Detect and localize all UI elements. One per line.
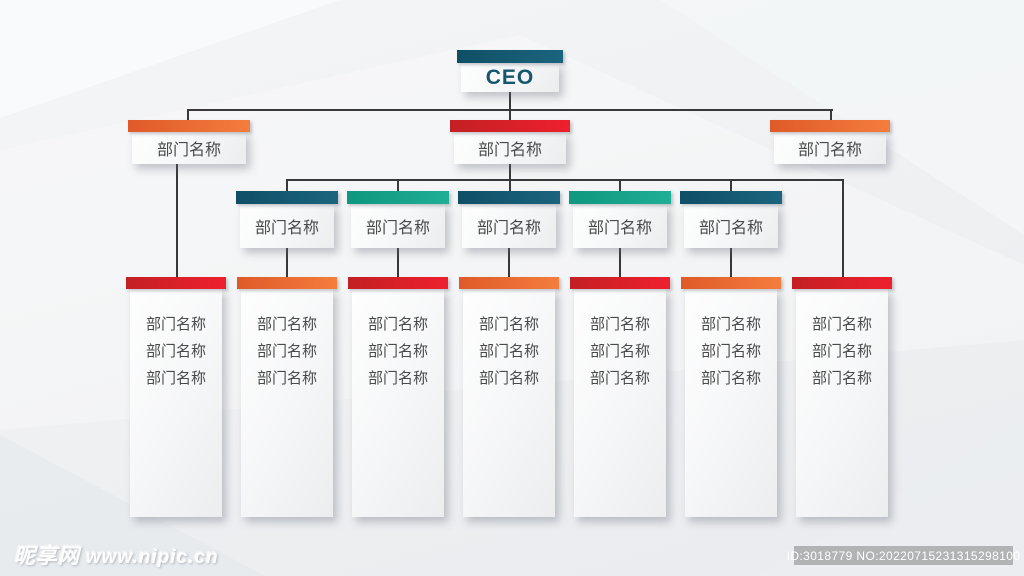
- dept-name-label: 部门名称: [145, 370, 206, 387]
- dept-node-l4-7: 部门名称 部门名称 部门名称: [792, 277, 892, 517]
- dept-name-label: 部门名称: [256, 316, 317, 333]
- node-header-bar: [457, 50, 563, 63]
- dept-name-label: 部门名称: [700, 316, 761, 333]
- dept-name-label: 部门名称: [797, 142, 862, 159]
- dept-name-label: 部门名称: [698, 220, 763, 237]
- dept-node-l4-6: 部门名称 部门名称 部门名称: [681, 277, 781, 517]
- dept-node-l3-3: 部门名称: [458, 191, 560, 248]
- dept-name-label: 部门名称: [587, 220, 652, 237]
- connector-level3-drop-1: [286, 179, 288, 191]
- dept-node-l4-2: 部门名称 部门名称 部门名称: [237, 277, 337, 517]
- dept-name-label: 部门名称: [145, 343, 206, 360]
- ceo-label: CEO: [485, 65, 535, 89]
- dept-name-label: 部门名称: [367, 316, 428, 333]
- node-header-bar: [126, 277, 226, 289]
- dept-name-label: 部门名称: [478, 343, 539, 360]
- dept-name-label: 部门名称: [811, 343, 872, 360]
- dept-name-label: 部门名称: [365, 220, 430, 237]
- dept-node-l3-4: 部门名称: [569, 191, 671, 248]
- image-id-text: ID:3018779 NO:20220715231315298100: [786, 548, 1021, 563]
- nipic-logo-text: 昵享网: [14, 545, 80, 568]
- node-header-bar: [237, 277, 337, 289]
- connector-level4-drop-6: [730, 248, 732, 277]
- dept-name-label: 部门名称: [811, 370, 872, 387]
- dept-node-l3-2: 部门名称: [347, 191, 449, 248]
- connector-level4-drop-5: [619, 248, 621, 277]
- ceo-node: CEO: [457, 50, 563, 92]
- node-header-bar: [680, 191, 782, 204]
- node-header-bar: [792, 277, 892, 289]
- connector-level3-drop-2: [397, 179, 399, 191]
- dept-name-label: 部门名称: [156, 142, 221, 159]
- dept-name-label: 部门名称: [700, 370, 761, 387]
- node-header-bar: [459, 277, 559, 289]
- dept-node-l4-4: 部门名称 部门名称 部门名称: [459, 277, 559, 517]
- dept-node-l4-1: 部门名称 部门名称 部门名称: [126, 277, 226, 517]
- nipic-watermark: 昵享网 www.nipic.cn: [14, 540, 219, 570]
- node-header-bar: [770, 120, 890, 132]
- connector-level3-drop-5: [730, 179, 732, 191]
- dept-node-l2-3: 部门名称: [770, 120, 890, 164]
- dept-node-l4-3: 部门名称 部门名称 部门名称: [348, 277, 448, 517]
- dept-name-label: 部门名称: [589, 316, 650, 333]
- connector-level2-bus: [188, 109, 833, 111]
- nipic-url-text: www.nipic.cn: [86, 547, 219, 568]
- dept-node-l2-2: 部门名称: [450, 120, 570, 164]
- dept-name-label: 部门名称: [589, 343, 650, 360]
- dept-name-label: 部门名称: [256, 343, 317, 360]
- dept-name-label: 部门名称: [476, 220, 541, 237]
- connector-level4-drop-3: [397, 248, 399, 277]
- node-header-bar: [236, 191, 338, 204]
- connector-level2-right-drop: [830, 109, 832, 120]
- node-header-bar: [569, 191, 671, 204]
- node-header-bar: [458, 191, 560, 204]
- connector-center-down: [509, 163, 511, 191]
- dept-name-label: 部门名称: [367, 343, 428, 360]
- dept-name-label: 部门名称: [811, 316, 872, 333]
- dept-node-l3-5: 部门名称: [680, 191, 782, 248]
- connector-level3-bus: [287, 179, 844, 181]
- connector-level4-drop-4: [508, 248, 510, 277]
- dept-node-l3-1: 部门名称: [236, 191, 338, 248]
- node-header-bar: [347, 191, 449, 204]
- dept-name-label: 部门名称: [254, 220, 319, 237]
- node-header-bar: [450, 120, 570, 132]
- dept-name-label: 部门名称: [478, 370, 539, 387]
- dept-node-l4-5: 部门名称 部门名称 部门名称: [570, 277, 670, 517]
- dept-name-label: 部门名称: [145, 316, 206, 333]
- node-header-bar: [348, 277, 448, 289]
- node-header-bar: [128, 120, 250, 132]
- dept-name-label: 部门名称: [589, 370, 650, 387]
- node-header-bar: [570, 277, 670, 289]
- dept-name-label: 部门名称: [478, 316, 539, 333]
- dept-node-l2-1: 部门名称: [128, 120, 250, 164]
- dept-name-label: 部门名称: [700, 343, 761, 360]
- connector-level2-left-drop: [187, 109, 189, 120]
- connector-right-branch-drop: [842, 179, 844, 277]
- image-id-badge: ID:3018779 NO:20220715231315298100: [787, 546, 1020, 565]
- connector-left-branch-drop: [176, 163, 178, 277]
- connector-ceo-down: [509, 92, 511, 120]
- dept-name-label: 部门名称: [256, 370, 317, 387]
- node-header-bar: [681, 277, 781, 289]
- dept-name-label: 部门名称: [367, 370, 428, 387]
- connector-level3-drop-4: [619, 179, 621, 191]
- connector-level4-drop-2: [286, 248, 288, 277]
- dept-name-label: 部门名称: [477, 142, 542, 159]
